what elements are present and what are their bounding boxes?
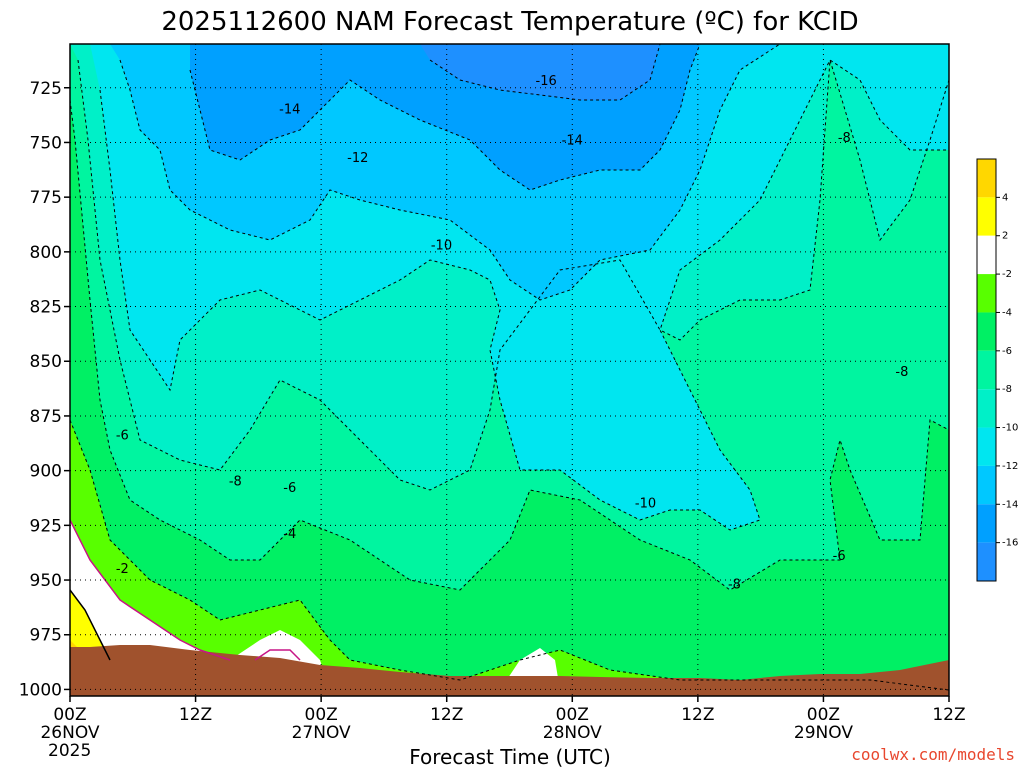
colorbar-swatch [977, 427, 996, 466]
colorbar-label: -14 [1002, 499, 1018, 510]
x-tick-label: 12Z [179, 705, 212, 725]
x-tick-label: 00Z [807, 705, 840, 725]
y-tick-label: 975 [30, 626, 62, 646]
colorbar-swatch [977, 504, 996, 543]
colorbar-label: -4 [1002, 307, 1012, 318]
x-tick-label: 2025 [48, 741, 91, 761]
contour-label: -8 [229, 475, 242, 490]
x-tick-label: 12Z [932, 705, 965, 725]
plot-area [70, 44, 949, 696]
y-tick-label: 725 [30, 79, 62, 99]
colorbar-label: 4 [1002, 192, 1008, 203]
colorbar-label: -8 [1002, 384, 1012, 395]
contour-label: -8 [728, 577, 741, 592]
y-tick-label: 925 [30, 516, 62, 536]
x-tick-label: 12Z [681, 705, 714, 725]
y-axis: 725 750 775 800 825 850 875 900 925 950 975 1000 [19, 79, 70, 700]
colorbar-swatch [977, 542, 996, 581]
x-tick-label: 00Z [556, 705, 589, 725]
contour-label: -10 [431, 238, 452, 253]
colorbar-swatch [977, 274, 996, 313]
x-tick-label: 28NOV [543, 723, 602, 743]
colorbar-label: -12 [1002, 461, 1018, 472]
colorbar: 4 2 -2 -4 -6 -8 -10 -12 -14 -16 [976, 158, 1018, 582]
y-tick-label: 825 [30, 298, 62, 318]
credit-link[interactable]: coolwx.com/models [851, 745, 1015, 764]
colorbar-label: -10 [1002, 423, 1018, 434]
band-minus18 [420, 44, 660, 100]
y-tick-label: 850 [30, 352, 62, 372]
colorbar-frame [976, 158, 997, 582]
colorbar-label: 2 [1002, 231, 1008, 242]
contour-labels: -16 -14 -14 -12 -10 -10 -8 -8 -8 -8 -6 -6 -6 -4 -2 [116, 74, 909, 592]
x-tick-label: 29NOV [794, 723, 853, 743]
x-tick-label: 00Z [53, 705, 86, 725]
x-tick-label: 12Z [430, 705, 463, 725]
y-tick-label: 950 [30, 571, 62, 591]
colorbar-label: -6 [1002, 346, 1012, 357]
contour-label: -6 [283, 481, 296, 496]
surface-terrain [70, 645, 949, 696]
contour-label: -6 [116, 429, 129, 444]
colorbar-swatch [977, 465, 996, 505]
contour-label: -6 [833, 549, 846, 564]
colorbar-swatch [977, 235, 996, 275]
y-tick-label: 775 [30, 188, 62, 208]
colorbar-swatch [977, 312, 996, 351]
y-tick-label: 900 [30, 462, 62, 482]
colorbar-label: -2 [1002, 269, 1012, 280]
x-tick-label: 27NOV [292, 723, 351, 743]
colorbar-swatch [977, 159, 996, 198]
y-tick-label: 750 [30, 133, 62, 153]
colorbar-swatch [977, 197, 996, 236]
contour-label: -14 [279, 103, 300, 118]
contour-label: -14 [562, 133, 583, 148]
plot-frame [69, 43, 950, 697]
warm-contours [70, 519, 301, 661]
contour-label: -2 [116, 562, 129, 577]
colorbar-swatch [977, 350, 996, 390]
y-tick-label: 875 [30, 407, 62, 427]
x-tick-label: 26NOV [40, 723, 99, 743]
colorbar-label: -16 [1002, 538, 1018, 549]
contour-label: -12 [347, 151, 368, 166]
x-tick-label: 00Z [305, 705, 338, 725]
chart-title: 2025112600 NAM Forecast Temperature (ºC)… [161, 7, 858, 37]
y-tick-label: 800 [30, 243, 62, 263]
contour-lines [70, 44, 949, 691]
contour-label: -10 [635, 496, 656, 511]
contour-label: -8 [838, 131, 851, 146]
y-tick-label: 1000 [19, 680, 62, 700]
colorbar-swatch [977, 389, 996, 428]
contour-label: -8 [895, 365, 908, 380]
x-axis-label: Forecast Time (UTC) [409, 745, 611, 768]
contour-label: -4 [283, 527, 296, 542]
contour-label: -16 [536, 74, 557, 89]
